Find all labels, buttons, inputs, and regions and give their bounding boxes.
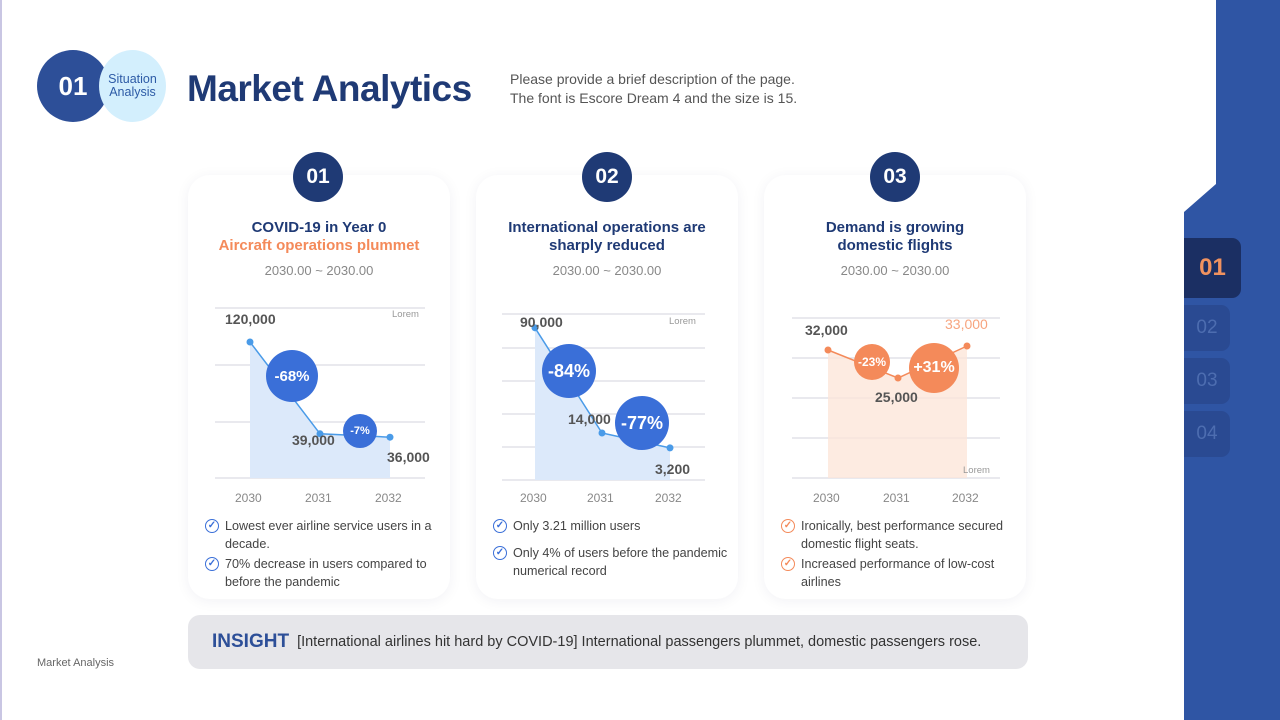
data-label: 25,000 [875, 389, 918, 405]
section-label-badge: Situation Analysis [99, 50, 166, 122]
card-1 [188, 175, 450, 599]
bullet-item: ✓ Lowest ever airline service users in a … [205, 518, 441, 553]
data-point [824, 346, 832, 354]
bullet-text: Only 3.21 million users [513, 519, 641, 533]
card-date-range: 2030.00 ~ 2030.00 [552, 263, 662, 278]
section-label-line: Analysis [109, 85, 156, 99]
data-point [386, 433, 394, 441]
insight-bar: INSIGHT [International airlines hit hard … [188, 615, 1028, 669]
nav-item-04[interactable]: 04 [1184, 411, 1230, 457]
data-point [894, 374, 902, 382]
card-date-range: 2030.00 ~ 2030.00 [840, 263, 950, 278]
change-badge: -77% [615, 396, 669, 450]
x-tick-label: 2032 [375, 491, 402, 505]
data-point [598, 429, 606, 437]
card-title-line: domestic flights [837, 237, 953, 254]
left-border [0, 0, 2, 720]
x-tick-label: 2030 [520, 491, 547, 505]
data-label: 39,000 [292, 432, 335, 448]
data-point [316, 430, 324, 438]
card-date-range: 2030.00 ~ 2030.00 [264, 263, 374, 278]
section-label-line: Situation [108, 72, 157, 86]
footer-label: Market Analysis [37, 657, 115, 669]
check-icon: ✓ [493, 546, 507, 560]
check-icon: ✓ [781, 557, 795, 571]
x-tick-label: 2030 [813, 491, 840, 505]
data-label: 36,000 [387, 449, 430, 465]
check-icon: ✓ [493, 519, 507, 533]
card-number-badge: 02 [582, 152, 632, 202]
x-tick-label: 2031 [883, 491, 910, 505]
page-description: Please provide a brief description of th… [510, 70, 797, 108]
data-label: 14,000 [568, 411, 611, 427]
chart-legend-label: Lorem [669, 316, 696, 327]
x-tick-label: 2031 [587, 491, 614, 505]
bullet-item: ✓ Ironically, best performance secured do… [781, 518, 1017, 553]
check-icon: ✓ [205, 519, 219, 533]
check-icon: ✓ [781, 519, 795, 533]
data-point [531, 324, 539, 332]
chart-legend-label: Lorem [963, 465, 990, 476]
card-title: Demand is growing domestic flights [764, 219, 1026, 255]
card-title-line: International operations are [508, 219, 706, 236]
data-label: 32,000 [805, 322, 848, 338]
bullet-text: Increased performance of low-cost airlin… [801, 557, 995, 589]
bullet-text: Lowest ever airline service users in a d… [225, 519, 432, 551]
nav-item-02[interactable]: 02 [1184, 305, 1230, 351]
data-label: 120,000 [225, 311, 276, 327]
change-badge: +31% [909, 343, 959, 393]
bullet-text: Ironically, best performance secured dom… [801, 519, 1004, 551]
bullet-text: 70% decrease in users compared to before… [225, 557, 427, 589]
page-title: Market Analytics [187, 68, 472, 109]
change-badge: -7% [343, 414, 377, 448]
change-badge: -84% [542, 344, 596, 398]
x-tick-label: 2032 [952, 491, 979, 505]
x-tick-label: 2032 [655, 491, 682, 505]
bullet-text: Only 4% of users before the pandemic num… [513, 546, 728, 578]
card-title-line: Aircraft operations plummet [218, 237, 420, 254]
bullet-item: ✓ Increased performance of low-cost airli… [781, 556, 1017, 591]
insight-text: [International airlines hit hard by COVI… [297, 634, 982, 650]
x-tick-label: 2030 [235, 491, 262, 505]
card-title-line: Demand is growing [825, 219, 965, 236]
insight-keyword: INSIGHT [212, 631, 290, 652]
data-label: 3,200 [655, 461, 691, 477]
card-number-badge: 03 [870, 152, 920, 202]
change-badge: -23% [854, 344, 890, 380]
data-point [666, 444, 674, 452]
card-title-line: COVID-19 in Year 0 [251, 219, 387, 236]
section-number-badge: 01 [37, 50, 109, 122]
data-point [963, 342, 971, 350]
x-tick-label: 2031 [305, 491, 332, 505]
bullet-item: ✓ 70% decrease in users compared to befor… [205, 556, 441, 591]
description-line: Please provide a brief description of th… [510, 71, 795, 87]
chart-legend-label: Lorem [392, 309, 419, 320]
nav-item-03[interactable]: 03 [1184, 358, 1230, 404]
data-label: 33,000 [945, 316, 988, 332]
data-label: 90,000 [520, 314, 563, 330]
data-point [246, 338, 254, 346]
card-number-badge: 01 [293, 152, 343, 202]
check-icon: ✓ [205, 557, 219, 571]
bullet-item: ✓ Only 4% of users before the pandemic nu… [493, 545, 729, 580]
change-badge: -68% [266, 350, 318, 402]
nav-item-01[interactable]: 01 [1184, 238, 1241, 298]
card-title-line: sharply reduced [549, 237, 665, 254]
description-line: The font is Escore Dream 4 and the size … [510, 90, 798, 106]
card-title: COVID-19 in Year 0 Aircraft operations pl… [188, 219, 450, 255]
card-2 [476, 175, 738, 599]
card-title: International operations are sharply redu… [476, 219, 738, 255]
bullet-item: ✓ Only 3.21 million users [493, 518, 729, 536]
